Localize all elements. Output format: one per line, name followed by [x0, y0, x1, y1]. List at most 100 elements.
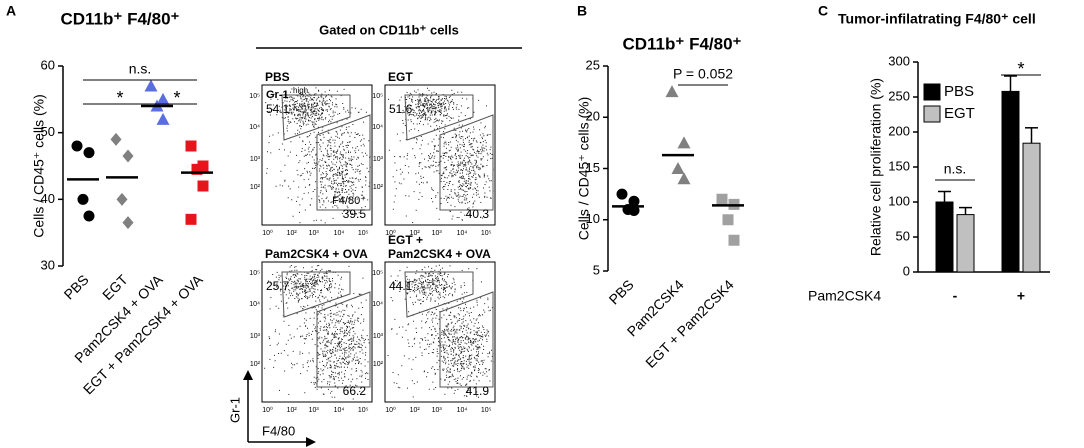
y-tick-label: 50	[896, 228, 910, 243]
flow-header: Gated on CD11b⁺ cells	[319, 22, 459, 37]
gate	[316, 114, 371, 211]
flow-y-tick: 10³	[250, 156, 261, 163]
gate	[281, 94, 351, 141]
data-point	[722, 214, 734, 226]
flow-y-tick: 10³	[250, 333, 261, 340]
gate-label-sup: high	[293, 86, 308, 95]
chart-title: Tumor-infilatrating F4/80⁺ cell	[838, 11, 1036, 27]
data-point	[671, 162, 685, 174]
plot-frame	[384, 84, 496, 226]
y-tick-label: 40	[41, 191, 55, 206]
data-point	[185, 213, 197, 225]
x-tick-label: PBS	[61, 271, 92, 302]
gate-value: 41.9	[466, 384, 490, 398]
x-axis-label: Pam2CSK4	[808, 288, 881, 304]
gate-label: Gr-1	[266, 89, 289, 101]
data-point	[677, 136, 691, 149]
gate-value: 40.3	[466, 207, 490, 221]
legend-swatch	[923, 105, 941, 123]
plot-title: EGT	[388, 70, 413, 84]
flow-x-tick: 10²	[287, 407, 298, 414]
plot-title: PBS	[265, 70, 290, 84]
flow-x-tick: 10⁴	[457, 230, 468, 237]
data-point	[83, 147, 95, 159]
flow-x-tick: 10²	[410, 230, 421, 237]
data-point	[185, 140, 197, 152]
data-point	[197, 160, 209, 172]
y-tick-label: 20	[586, 109, 600, 124]
plot-frame	[261, 84, 373, 226]
panel-label: B	[577, 3, 587, 19]
plot-frame	[261, 261, 373, 403]
flow-x-tick: 10⁰	[262, 406, 273, 414]
flow-y-tick: 10⁴	[249, 124, 260, 131]
y-tick-label: 250	[888, 88, 910, 103]
y-tick-label: 15	[586, 160, 600, 175]
panel-label: C	[818, 3, 828, 19]
plot-title: Pam2CSK4 + OVA	[388, 247, 491, 261]
y-tick-label: 300	[888, 53, 910, 68]
gate	[439, 114, 494, 211]
data-point	[197, 180, 209, 192]
y-axis-label: Cells / CD45⁺ cells (%)	[31, 94, 47, 238]
data-point	[628, 205, 640, 217]
y-tick-label: 200	[888, 123, 910, 138]
y-tick-label: 5	[593, 262, 600, 277]
bar	[935, 201, 954, 273]
y-tick-label: 150	[888, 158, 910, 173]
annotation: n.s.	[129, 61, 152, 77]
flow-x-tick: 10⁰	[385, 406, 396, 414]
data-point	[144, 79, 158, 92]
flow-x-tick: 10⁵	[481, 230, 492, 237]
legend-label: PBS	[944, 83, 974, 100]
data-point	[716, 193, 728, 205]
plot-frame	[384, 261, 496, 403]
y-tick-label: 100	[888, 193, 910, 208]
data-point	[71, 140, 83, 152]
data-point	[677, 172, 691, 185]
annotation: *	[116, 88, 123, 108]
data-point	[156, 112, 170, 125]
gate-value: 54.1	[266, 102, 290, 116]
data-point	[122, 216, 134, 230]
event-dots	[388, 87, 494, 223]
annotation: *	[1017, 59, 1024, 79]
data-point	[110, 132, 122, 146]
data-point	[77, 193, 89, 205]
flow-y-tick: 10⁵	[372, 93, 383, 100]
data-point	[665, 85, 679, 98]
panel-label: A	[6, 3, 16, 19]
flow-y-tick: 10³	[373, 333, 384, 340]
y-axis-label: Relative cell proliferation (%)	[868, 78, 884, 256]
gate-label: F4/80⁺	[332, 195, 366, 207]
data-point	[156, 92, 170, 105]
flow-y-tick: 10²	[373, 184, 384, 191]
flow-y-tick: 10⁴	[372, 301, 383, 308]
bar	[1022, 142, 1041, 273]
flow-y-tick: 10⁵	[249, 270, 260, 277]
gate	[281, 271, 351, 318]
y-tick-label: 25	[586, 57, 600, 72]
flow-y-tick: 10⁴	[249, 301, 260, 308]
data-point	[191, 163, 203, 175]
flow-y-tick: 10⁴	[372, 124, 383, 131]
flow-x-tick: 10²	[287, 230, 298, 237]
flow-x-label: F4/80	[262, 423, 295, 438]
gate-value: 44.1	[389, 279, 413, 293]
data-point	[616, 188, 628, 200]
flow-y-tick: 10²	[250, 184, 261, 191]
flow-x-tick: 10⁰	[262, 229, 273, 237]
gate-value: 66.2	[343, 384, 367, 398]
legend-label: EGT	[944, 105, 975, 122]
bar	[956, 214, 975, 273]
flow-y-label: Gr-1	[227, 397, 242, 423]
chart-title: CD11b⁺ F4/80⁺	[622, 34, 741, 53]
x-tick-label: EGT + Pam2CSK4	[642, 276, 737, 371]
y-tick-label: 50	[41, 124, 55, 139]
annotation: n.s.	[944, 161, 967, 177]
flow-x-tick: 10³	[432, 407, 443, 414]
flow-x-tick: 10²	[410, 407, 421, 414]
y-tick-label: 60	[41, 57, 55, 72]
flow-y-tick: 10⁵	[372, 270, 383, 277]
